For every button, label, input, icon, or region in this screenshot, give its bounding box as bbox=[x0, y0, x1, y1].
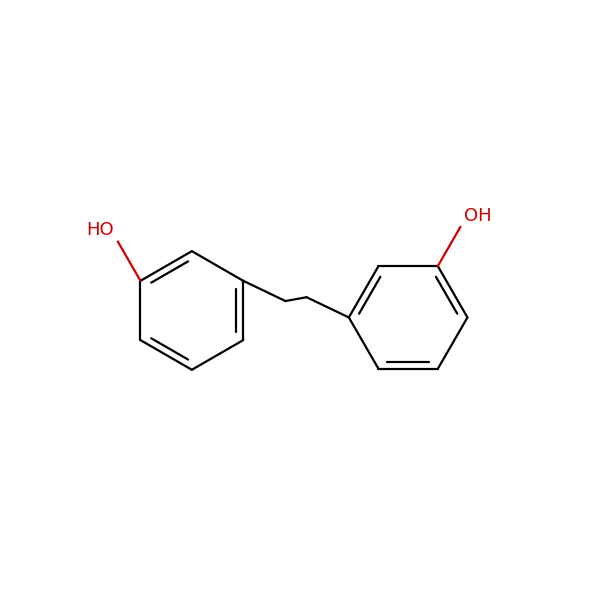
Text: OH: OH bbox=[464, 207, 491, 225]
Text: HO: HO bbox=[86, 221, 115, 239]
